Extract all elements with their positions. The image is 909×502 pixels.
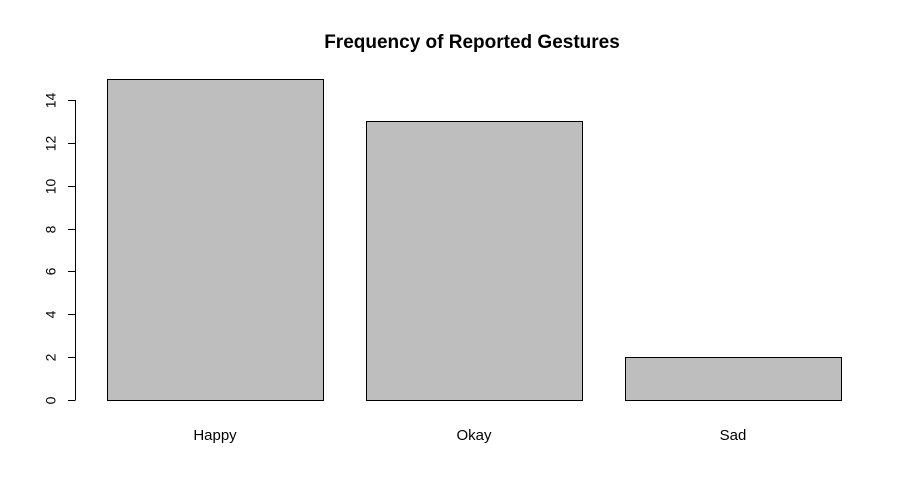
y-tick-label: 4 bbox=[43, 310, 59, 318]
y-tick-label: 14 bbox=[43, 93, 59, 109]
category-label-happy: Happy bbox=[193, 427, 237, 444]
y-tick-label: 10 bbox=[43, 179, 59, 195]
bar-okay bbox=[366, 121, 583, 401]
category-label-sad: Sad bbox=[720, 427, 747, 444]
bar-happy bbox=[107, 79, 324, 401]
y-axis: 0 2 4 6 8 10 12 14 bbox=[43, 93, 76, 404]
y-tick-label: 6 bbox=[43, 267, 59, 275]
y-tick-label: 8 bbox=[43, 225, 59, 233]
category-labels: Happy Okay Sad bbox=[193, 427, 746, 444]
y-tick-label: 0 bbox=[43, 396, 59, 404]
chart-title: Frequency of Reported Gestures bbox=[324, 32, 620, 53]
bars-group bbox=[107, 79, 842, 401]
category-label-okay: Okay bbox=[456, 427, 492, 444]
bar-sad bbox=[625, 357, 842, 401]
y-tick-label: 2 bbox=[43, 353, 59, 361]
y-tick-label: 12 bbox=[43, 136, 59, 152]
